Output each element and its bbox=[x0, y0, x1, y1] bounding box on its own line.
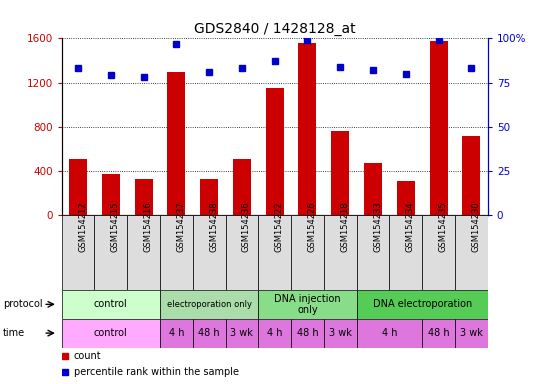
Bar bbox=[390, 215, 422, 290]
Text: GSM154234: GSM154234 bbox=[406, 201, 415, 252]
Bar bbox=[258, 319, 291, 348]
Bar bbox=[455, 215, 488, 290]
Text: GSM154222: GSM154222 bbox=[275, 201, 284, 252]
Text: GSM154238: GSM154238 bbox=[209, 201, 218, 252]
Text: GSM154236: GSM154236 bbox=[242, 201, 251, 252]
Bar bbox=[266, 88, 284, 215]
Bar bbox=[429, 41, 448, 215]
Bar bbox=[226, 215, 258, 290]
Bar bbox=[356, 215, 390, 290]
Bar bbox=[356, 290, 488, 319]
Text: GSM154226: GSM154226 bbox=[308, 201, 316, 252]
Bar bbox=[258, 215, 291, 290]
Text: 48 h: 48 h bbox=[198, 328, 220, 338]
Bar bbox=[226, 319, 258, 348]
Bar bbox=[62, 215, 94, 290]
Bar bbox=[356, 319, 422, 348]
Bar bbox=[397, 181, 415, 215]
Bar bbox=[94, 215, 127, 290]
Bar bbox=[364, 163, 382, 215]
Text: percentile rank within the sample: percentile rank within the sample bbox=[73, 367, 239, 377]
Bar bbox=[62, 290, 160, 319]
Text: GSM154218: GSM154218 bbox=[340, 201, 349, 252]
Bar bbox=[193, 215, 226, 290]
Text: GSM154233: GSM154233 bbox=[373, 201, 382, 252]
Bar bbox=[299, 43, 316, 215]
Bar bbox=[324, 319, 356, 348]
Bar bbox=[291, 215, 324, 290]
Bar bbox=[62, 319, 160, 348]
Text: 3 wk: 3 wk bbox=[460, 328, 483, 338]
Text: 3 wk: 3 wk bbox=[230, 328, 254, 338]
Text: count: count bbox=[73, 351, 101, 361]
Bar bbox=[455, 319, 488, 348]
Text: GSM154216: GSM154216 bbox=[144, 201, 153, 252]
Bar bbox=[422, 215, 455, 290]
Text: protocol: protocol bbox=[3, 299, 42, 310]
Text: GSM154237: GSM154237 bbox=[176, 201, 185, 252]
Text: control: control bbox=[94, 299, 128, 310]
Bar bbox=[422, 319, 455, 348]
Text: control: control bbox=[94, 328, 128, 338]
Bar bbox=[193, 319, 226, 348]
Text: GSM154212: GSM154212 bbox=[78, 201, 87, 252]
Text: electroporation only: electroporation only bbox=[167, 300, 251, 309]
Title: GDS2840 / 1428128_at: GDS2840 / 1428128_at bbox=[194, 22, 355, 36]
Text: 4 h: 4 h bbox=[169, 328, 184, 338]
Bar bbox=[160, 290, 258, 319]
Bar bbox=[135, 179, 153, 215]
Text: DNA electroporation: DNA electroporation bbox=[373, 299, 472, 310]
Bar bbox=[291, 319, 324, 348]
Text: 48 h: 48 h bbox=[428, 328, 449, 338]
Text: time: time bbox=[3, 328, 25, 338]
Bar bbox=[160, 319, 193, 348]
Bar bbox=[331, 131, 349, 215]
Bar bbox=[102, 174, 120, 215]
Text: 4 h: 4 h bbox=[382, 328, 397, 338]
Bar bbox=[200, 179, 218, 215]
Text: 3 wk: 3 wk bbox=[329, 328, 352, 338]
Bar bbox=[160, 215, 193, 290]
Text: DNA injection
only: DNA injection only bbox=[274, 293, 341, 315]
Bar bbox=[258, 290, 356, 319]
Bar bbox=[167, 71, 185, 215]
Text: GSM154235: GSM154235 bbox=[438, 201, 448, 252]
Text: 48 h: 48 h bbox=[296, 328, 318, 338]
Text: GSM154230: GSM154230 bbox=[471, 201, 480, 252]
Bar bbox=[127, 215, 160, 290]
Bar bbox=[233, 159, 251, 215]
Text: GSM154215: GSM154215 bbox=[111, 201, 120, 252]
Bar bbox=[69, 159, 87, 215]
Text: 4 h: 4 h bbox=[267, 328, 282, 338]
Bar bbox=[324, 215, 356, 290]
Bar bbox=[463, 136, 480, 215]
